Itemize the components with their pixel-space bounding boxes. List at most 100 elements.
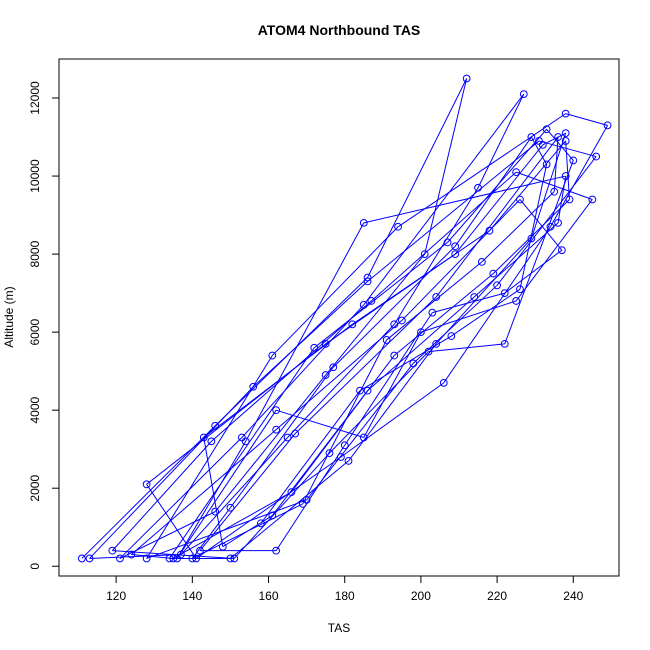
data-point xyxy=(226,554,235,563)
x-tick-label: 220 xyxy=(487,589,507,603)
series-segment xyxy=(275,409,364,438)
series-segment xyxy=(565,113,608,126)
series-segment xyxy=(496,156,597,286)
data-point xyxy=(127,550,136,559)
x-tick-label: 240 xyxy=(563,589,583,603)
data-point xyxy=(85,554,94,563)
series-segment xyxy=(454,136,532,247)
data-point xyxy=(516,285,524,294)
series-segment xyxy=(481,191,555,263)
data-point xyxy=(226,503,235,512)
data-point xyxy=(477,257,486,266)
series-segment xyxy=(477,93,525,188)
data-point xyxy=(218,542,227,551)
data-point xyxy=(527,133,536,141)
data-point xyxy=(493,281,501,290)
data-point xyxy=(359,218,368,227)
series-segment xyxy=(542,132,566,146)
data-point xyxy=(424,347,433,356)
series-segment xyxy=(363,331,422,438)
data-point xyxy=(268,351,277,360)
series-segment xyxy=(340,382,445,458)
series-segment xyxy=(176,441,247,559)
series-segment xyxy=(504,160,574,345)
data-point xyxy=(462,74,471,83)
series-segment xyxy=(173,491,292,559)
data-point xyxy=(310,343,319,352)
data-point xyxy=(592,152,601,161)
data-point xyxy=(337,453,345,461)
series-segment xyxy=(275,320,403,431)
data-point xyxy=(489,269,498,278)
chart-title: ATOM4 Northbound TAS xyxy=(258,22,421,38)
data-point xyxy=(500,289,509,298)
data-point xyxy=(77,554,86,563)
data-point xyxy=(561,137,570,145)
series-segment xyxy=(290,355,395,493)
data-point xyxy=(211,421,220,430)
series-segment xyxy=(192,503,304,559)
series-segment xyxy=(519,199,563,251)
data-point xyxy=(443,238,452,247)
data-point xyxy=(550,187,559,196)
data-point xyxy=(363,277,372,286)
data-point xyxy=(603,121,612,130)
data-point xyxy=(283,433,292,442)
series-segment xyxy=(367,78,468,278)
y-tick-label: 2000 xyxy=(28,475,42,502)
data-point xyxy=(519,90,528,99)
data-point xyxy=(561,129,570,138)
x-tick-label: 160 xyxy=(259,589,279,603)
data-point xyxy=(390,351,399,360)
data-point xyxy=(272,406,281,415)
data-point xyxy=(230,554,239,563)
data-point xyxy=(538,140,547,149)
series-segment xyxy=(325,253,426,376)
series-segment xyxy=(252,281,368,388)
series-segment xyxy=(504,249,563,294)
series-segment xyxy=(348,343,437,462)
series-segment xyxy=(454,144,544,255)
data-point xyxy=(291,429,300,438)
data-point xyxy=(116,554,124,563)
data-point xyxy=(512,168,521,177)
series-segment xyxy=(332,245,456,368)
series-segment xyxy=(546,128,574,161)
series-segment xyxy=(271,226,399,356)
series-segment xyxy=(169,347,315,559)
series-segment xyxy=(397,113,566,228)
x-tick-label: 180 xyxy=(335,589,355,603)
series-segment xyxy=(119,437,243,559)
data-point xyxy=(561,109,570,118)
series-segment xyxy=(195,456,342,559)
data-point xyxy=(321,371,330,379)
series-segment xyxy=(352,230,490,325)
series-layer xyxy=(77,74,612,563)
data-point xyxy=(485,226,494,235)
data-point xyxy=(356,386,364,395)
series-segment xyxy=(519,164,548,290)
series-segment xyxy=(489,140,567,232)
series-segment xyxy=(260,390,361,524)
data-point xyxy=(268,511,277,520)
data-point xyxy=(169,554,178,563)
series-segment xyxy=(89,554,181,559)
series-segment xyxy=(557,175,567,223)
series-segment xyxy=(203,437,224,547)
data-point xyxy=(542,125,551,134)
data-point xyxy=(557,246,566,255)
x-axis-label: TAS xyxy=(328,621,350,635)
series-segment xyxy=(435,238,532,345)
data-point xyxy=(451,242,460,251)
series-segment xyxy=(180,437,288,555)
series-segment xyxy=(565,140,570,200)
data-point xyxy=(196,546,204,555)
series-segment xyxy=(112,550,235,559)
data-point xyxy=(546,222,555,231)
data-point xyxy=(325,449,334,457)
data-point xyxy=(321,339,330,348)
series-segment xyxy=(313,241,448,349)
series-segment xyxy=(367,140,540,282)
series-segment xyxy=(230,460,349,559)
